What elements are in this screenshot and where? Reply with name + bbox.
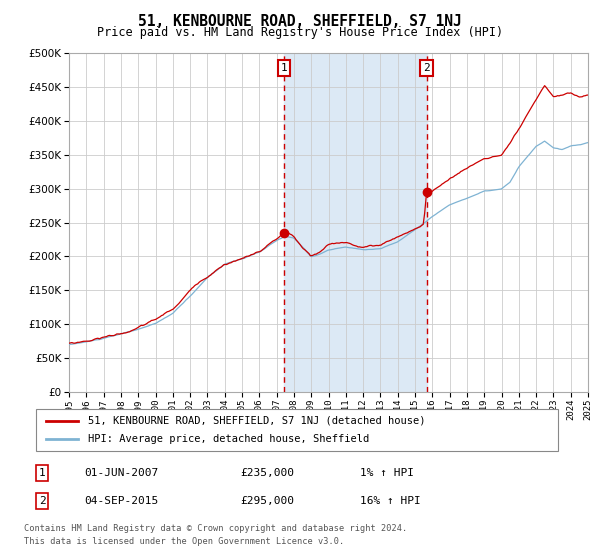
- FancyBboxPatch shape: [36, 409, 558, 451]
- Text: 51, KENBOURNE ROAD, SHEFFIELD, S7 1NJ (detached house): 51, KENBOURNE ROAD, SHEFFIELD, S7 1NJ (d…: [88, 416, 426, 426]
- Text: £235,000: £235,000: [240, 468, 294, 478]
- Text: 1: 1: [38, 468, 46, 478]
- Text: 1: 1: [280, 63, 287, 73]
- Text: HPI: Average price, detached house, Sheffield: HPI: Average price, detached house, Shef…: [88, 434, 370, 444]
- Text: 01-JUN-2007: 01-JUN-2007: [84, 468, 158, 478]
- Text: 16% ↑ HPI: 16% ↑ HPI: [360, 496, 421, 506]
- Text: £295,000: £295,000: [240, 496, 294, 506]
- Bar: [284, 53, 427, 392]
- Text: Price paid vs. HM Land Registry's House Price Index (HPI): Price paid vs. HM Land Registry's House …: [97, 26, 503, 39]
- Text: This data is licensed under the Open Government Licence v3.0.: This data is licensed under the Open Gov…: [24, 537, 344, 546]
- Text: 2: 2: [423, 63, 430, 73]
- Text: 51, KENBOURNE ROAD, SHEFFIELD, S7 1NJ: 51, KENBOURNE ROAD, SHEFFIELD, S7 1NJ: [138, 14, 462, 29]
- Text: Contains HM Land Registry data © Crown copyright and database right 2024.: Contains HM Land Registry data © Crown c…: [24, 524, 407, 533]
- Text: 1% ↑ HPI: 1% ↑ HPI: [360, 468, 414, 478]
- Text: 04-SEP-2015: 04-SEP-2015: [84, 496, 158, 506]
- Text: 2: 2: [38, 496, 46, 506]
